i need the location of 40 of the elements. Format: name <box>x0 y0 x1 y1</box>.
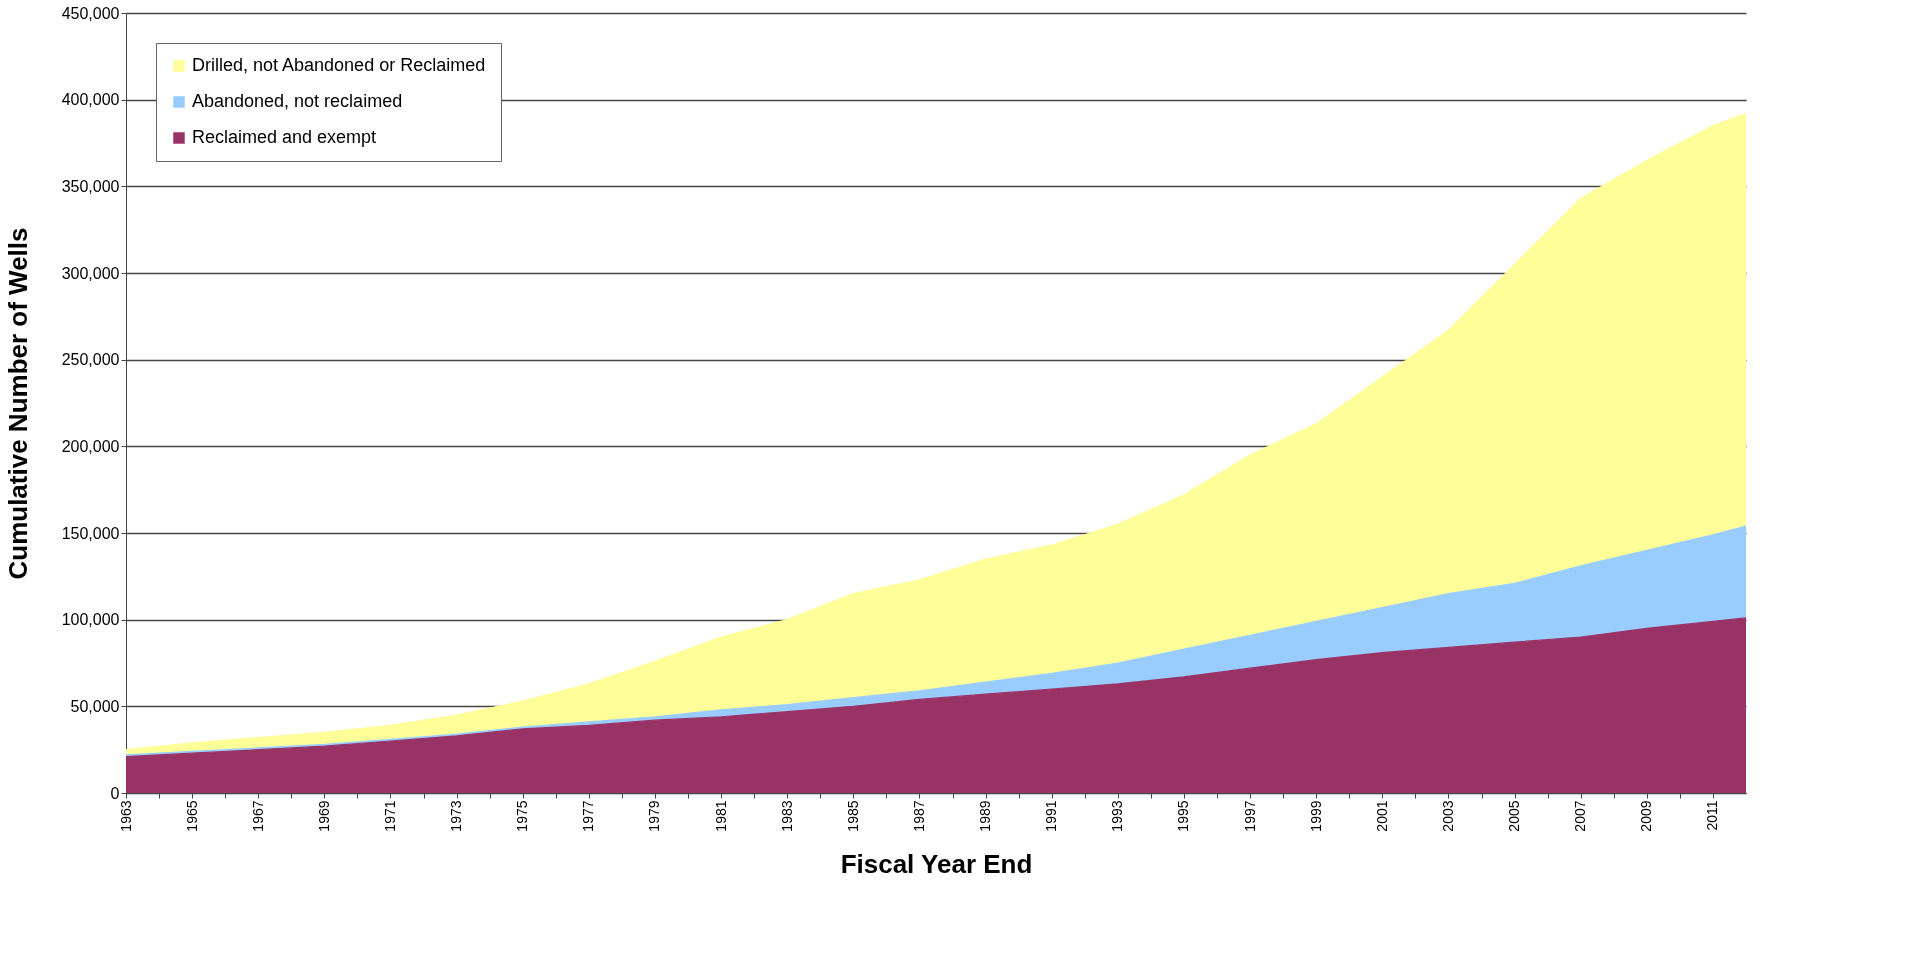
x-tick-label: 1967 <box>249 800 266 832</box>
y-tick-label: 0 <box>110 784 120 802</box>
x-tick-label: 1965 <box>183 800 200 832</box>
x-tick-label: 1995 <box>1175 800 1192 832</box>
x-tick-label: 2007 <box>1572 800 1589 832</box>
x-tick-label: 1997 <box>1241 800 1258 832</box>
y-tick-label: 450,000 <box>61 4 120 22</box>
x-tick-label: 1999 <box>1307 800 1324 832</box>
y-tick-label: 300,000 <box>61 264 120 282</box>
y-tick-label: 200,000 <box>61 437 120 455</box>
x-tick-label: 2009 <box>1638 800 1655 832</box>
x-tick-label: 1963 <box>117 800 134 832</box>
x-tick-label: 1979 <box>646 800 663 832</box>
y-tick-label: 350,000 <box>61 177 120 195</box>
x-tick-label: 2001 <box>1373 800 1390 832</box>
x-tick-label: 2005 <box>1506 800 1523 832</box>
y-axis-title: Cumulative Number of Wells <box>2 227 33 580</box>
x-tick-label: 1983 <box>778 800 795 832</box>
x-tick-label: 1973 <box>448 800 465 832</box>
x-axis-title: Fiscal Year End <box>840 848 1033 879</box>
x-tick-label: 1969 <box>315 800 332 832</box>
x-tick-label: 2003 <box>1439 800 1456 832</box>
y-tick-label: 150,000 <box>61 524 120 542</box>
x-tick-label: 1975 <box>514 800 531 832</box>
y-tick-label: 250,000 <box>61 351 120 369</box>
x-tick-label: 1993 <box>1109 800 1126 832</box>
x-tick-label: 1985 <box>844 800 861 832</box>
legend-label: Abandoned, not reclaimed <box>192 91 403 111</box>
legend-label: Reclaimed and exempt <box>192 127 377 147</box>
x-tick-label: 2011 <box>1704 800 1721 831</box>
y-tick-label: 400,000 <box>61 91 120 109</box>
x-tick-label: 1971 <box>381 800 398 832</box>
legend-label: Drilled, not Abandoned or Reclaimed <box>192 55 486 75</box>
x-tick-label: 1987 <box>910 800 927 832</box>
x-tick-label: 1989 <box>977 800 994 832</box>
x-tick-label: 1977 <box>580 800 597 832</box>
x-tick-label: 1991 <box>1043 800 1060 832</box>
y-tick-label: 50,000 <box>70 697 120 715</box>
y-tick-label: 100,000 <box>61 611 120 629</box>
x-tick-label: 1981 <box>712 800 729 832</box>
